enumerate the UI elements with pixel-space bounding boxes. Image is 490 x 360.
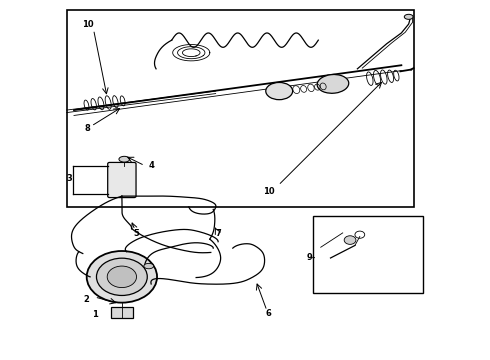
Bar [314,216,423,293]
Circle shape [97,258,147,296]
Bar [111,307,133,318]
Text: 5: 5 [134,229,140,238]
FancyBboxPatch shape [108,162,136,198]
Ellipse shape [266,82,293,100]
Text: 3: 3 [66,174,72,183]
Text: 8: 8 [85,123,91,132]
Text: 10: 10 [263,187,274,196]
Circle shape [344,236,356,244]
Text: 4: 4 [148,161,154,170]
Circle shape [107,266,137,288]
Text: 10: 10 [82,19,94,28]
Text: 7: 7 [215,229,221,238]
Text: 2: 2 [83,294,89,303]
Circle shape [87,251,157,303]
Ellipse shape [119,156,130,162]
Text: 6: 6 [266,309,271,318]
Ellipse shape [317,75,349,93]
Text: 1: 1 [92,310,98,319]
Ellipse shape [404,14,413,19]
Text: 9-: 9- [306,253,316,262]
Ellipse shape [144,264,154,269]
Bar [67,10,414,207]
